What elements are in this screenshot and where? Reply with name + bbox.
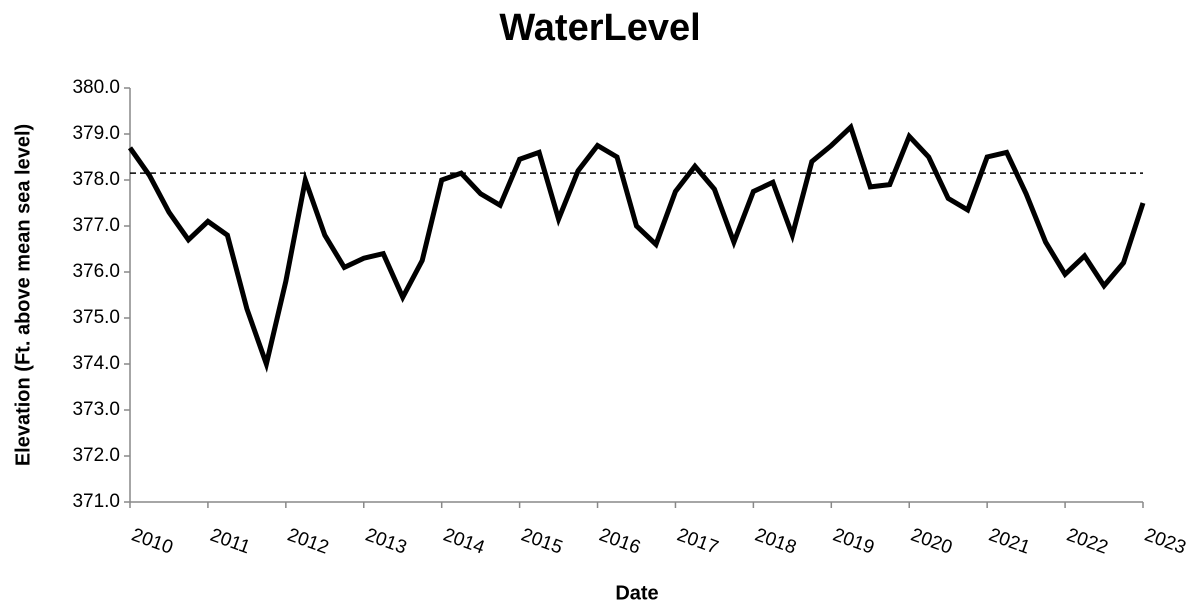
x-tick-label: 2015: [518, 524, 565, 558]
y-tick-label: 374.0: [72, 353, 120, 374]
x-tick-label: 2011: [207, 525, 253, 559]
data-line: [127, 122, 1146, 373]
x-tick-label: 2022: [1064, 524, 1111, 558]
x-tick-label: 2012: [285, 524, 332, 558]
x-tick-label: 2023: [1142, 524, 1189, 558]
x-tick-label: 2021: [986, 524, 1033, 558]
x-tick-label: 2010: [129, 524, 176, 558]
y-tick-label: 379.0: [72, 123, 120, 144]
x-tick-label: 2020: [908, 524, 955, 558]
x-axis-title: Date: [615, 582, 658, 604]
x-tick-label: 2013: [362, 524, 409, 558]
chart-title: WaterLevel: [499, 7, 700, 49]
y-tick-label: 376.0: [72, 261, 120, 282]
y-axis-title: Elevation (Ft. above mean sea level): [12, 124, 34, 466]
y-tick-label: 375.0: [72, 307, 120, 328]
x-tick-label: 2016: [596, 524, 643, 558]
y-tick-label: 378.0: [72, 169, 120, 190]
y-tick-label: 372.0: [72, 445, 120, 466]
x-tick-label: 2014: [440, 524, 487, 558]
x-tick-label: 2018: [752, 524, 799, 558]
y-tick-label: 377.0: [72, 215, 120, 236]
y-tick-label: 371.0: [72, 491, 120, 512]
x-tick-label: 2017: [674, 524, 721, 558]
y-tick-label: 380.0: [72, 77, 120, 98]
y-tick-label: 373.0: [72, 399, 120, 420]
x-tick-label: 2019: [830, 524, 877, 558]
